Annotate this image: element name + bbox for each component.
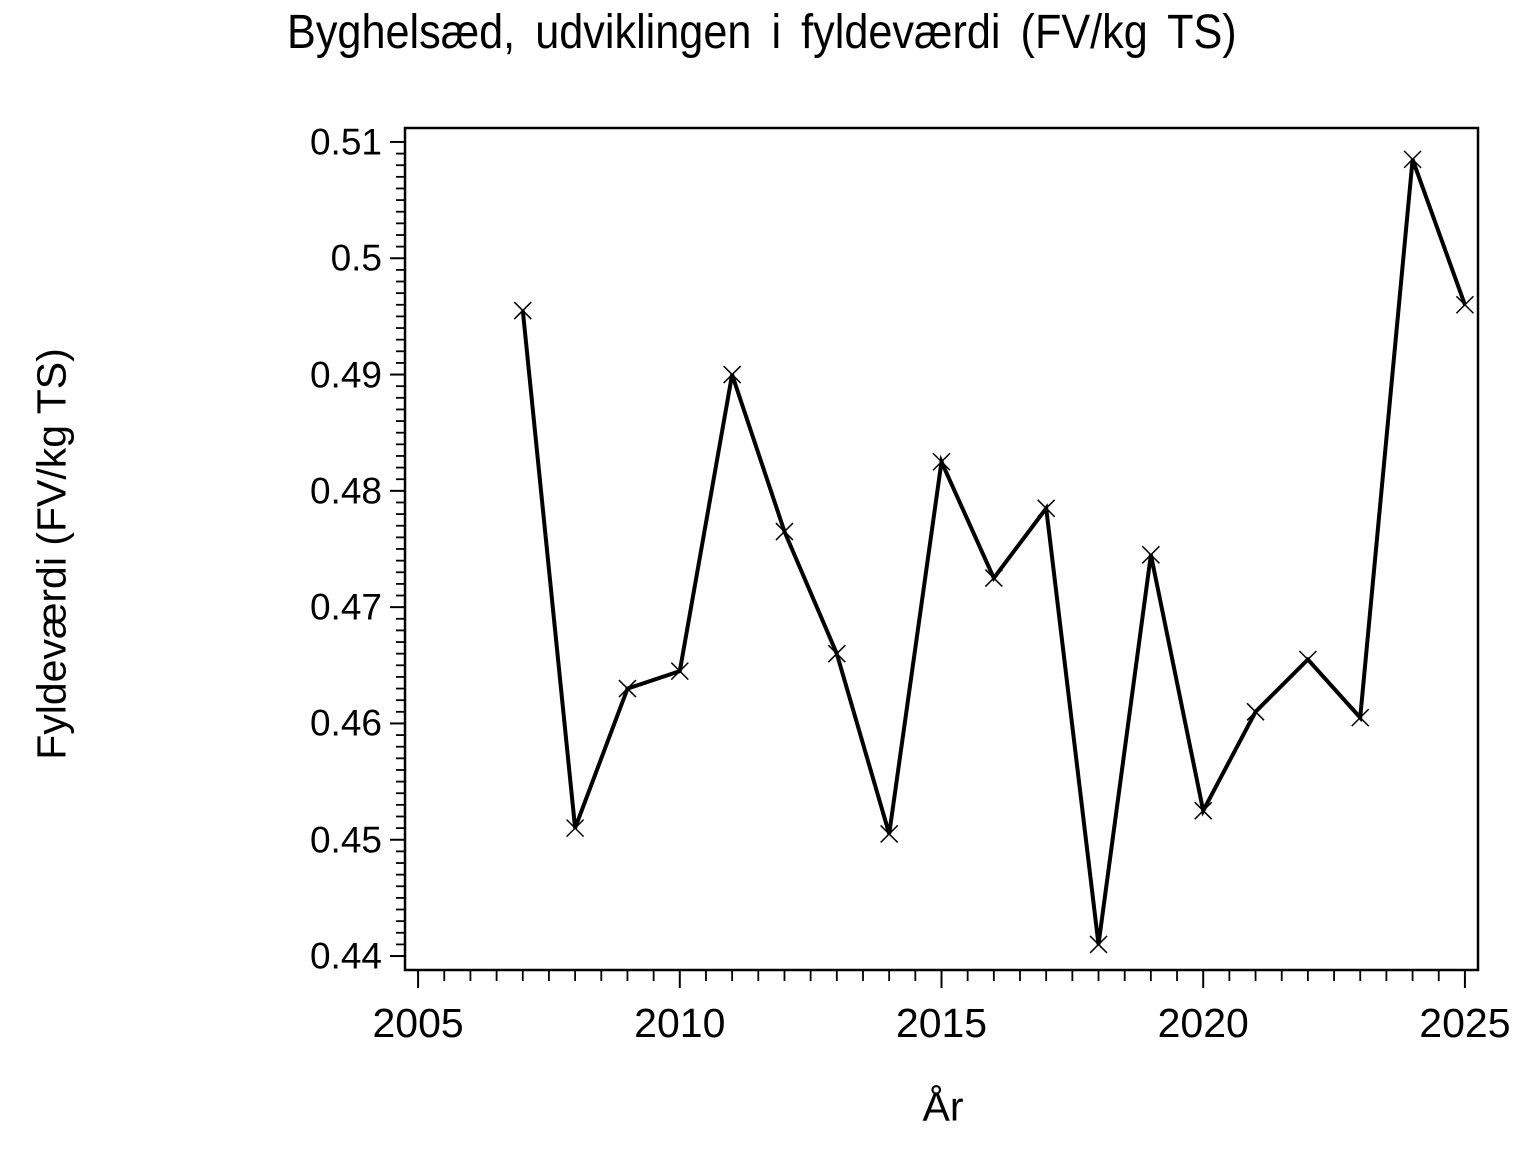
data-point-marker: [1455, 295, 1474, 314]
y-tick-label-wrap: 0.45: [310, 821, 382, 877]
y-axis-label: Fyldeværdi (FV/kg TS): [28, 348, 75, 760]
y-tick-label-wrap: 0.48: [310, 472, 382, 528]
chart-title: Byghelsæd, udviklingen i fyldeværdi (FV/…: [287, 6, 1237, 59]
data-point-marker: [1194, 801, 1213, 820]
y-tick-label-wrap: 0.47: [310, 589, 382, 644]
data-point-marker: [827, 644, 846, 663]
plot-frame: [403, 126, 1480, 972]
x-tick-label: 2005: [372, 1000, 464, 1046]
data-point-marker: [1037, 499, 1056, 518]
data-point-marker: [880, 824, 899, 843]
data-point-marker: [932, 452, 951, 471]
data-point-marker: [1403, 150, 1422, 169]
y-tick-label-wrap: 0.46: [310, 705, 382, 760]
data-point-marker: [618, 679, 637, 698]
data-point-marker: [1298, 650, 1317, 669]
y-tick-label-wrap: 0.51: [310, 123, 382, 179]
y-tick-label: 0.49: [309, 354, 382, 396]
plot-frame-rect: [403, 126, 1480, 972]
y-tick-label: 0.45: [309, 819, 382, 861]
data-point-marker: [566, 819, 585, 838]
data-point-marker: [723, 365, 742, 384]
y-tick-label-wrap: 0.44: [310, 938, 382, 993]
x-axis-label: År: [922, 1083, 964, 1130]
y-tick-label: 0.48: [309, 470, 382, 512]
y-tick-label: 0.51: [309, 121, 382, 163]
x-tick-label: 2025: [1419, 1000, 1511, 1046]
y-tick-label: 0.44: [309, 935, 382, 977]
data-point-marker: [1089, 935, 1108, 954]
data-point-marker: [670, 662, 689, 681]
data-point-marker: [513, 301, 532, 320]
data-point-marker: [1141, 545, 1160, 564]
x-tick-label: 2020: [1157, 1000, 1249, 1046]
x-tick-label: 2010: [634, 1000, 726, 1046]
x-tick-label: 2015: [895, 1000, 988, 1046]
axis-ticks: [390, 140, 1466, 988]
y-tick-label: 0.46: [309, 702, 382, 744]
y-tick-label: 0.47: [309, 586, 382, 628]
data-series: [513, 150, 1474, 954]
data-line: [520, 158, 1467, 945]
y-tick-label-wrap: 0.49: [310, 356, 382, 412]
y-tick-label: 0.5: [330, 237, 382, 279]
data-point-marker: [1246, 702, 1265, 721]
data-point-marker: [984, 569, 1003, 588]
y-tick-label-wrap: 0.5: [331, 240, 382, 295]
data-point-marker: [775, 522, 794, 541]
data-point-marker: [1351, 708, 1370, 727]
